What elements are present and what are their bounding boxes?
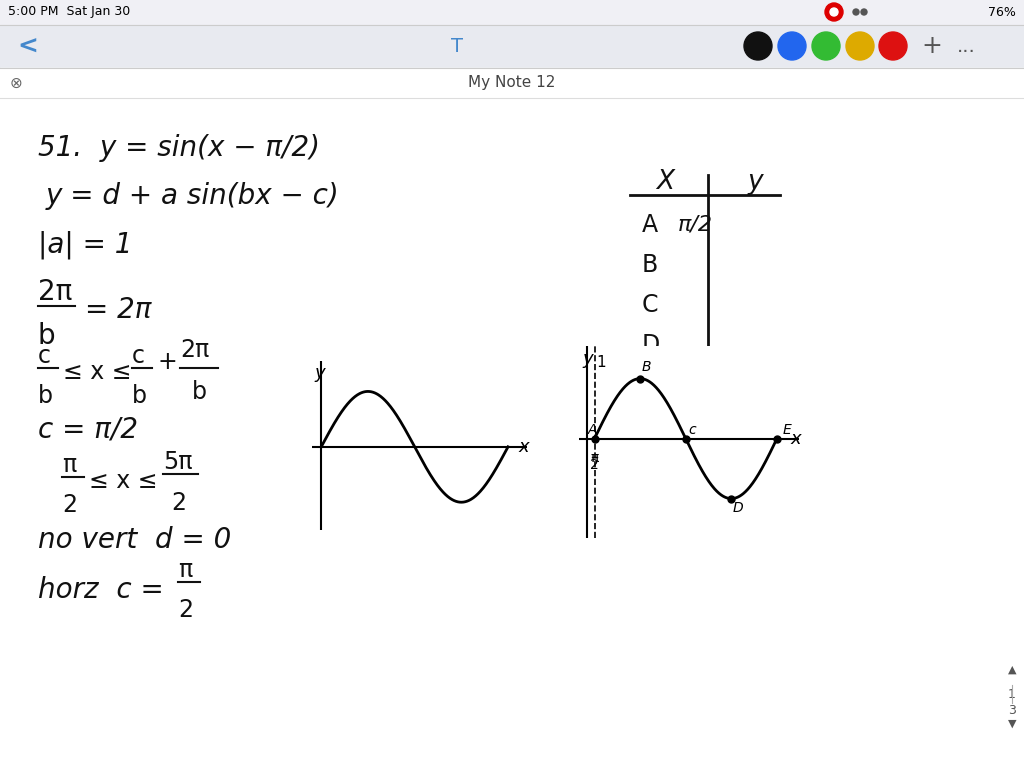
- Text: 2: 2: [590, 458, 599, 472]
- Text: b: b: [193, 380, 207, 404]
- Text: E: E: [782, 423, 791, 437]
- Text: π: π: [591, 451, 599, 465]
- Text: E: E: [642, 373, 657, 397]
- Circle shape: [812, 32, 840, 60]
- Text: 5π/2: 5π/2: [678, 375, 727, 395]
- Text: b: b: [38, 322, 55, 350]
- Text: y: y: [582, 349, 593, 368]
- Text: ≤ x ≤: ≤ x ≤: [89, 469, 158, 493]
- Text: ≤ x ≤: ≤ x ≤: [63, 360, 131, 384]
- Circle shape: [861, 9, 867, 15]
- Circle shape: [846, 32, 874, 60]
- Text: My Note 12: My Note 12: [468, 75, 556, 91]
- Text: c: c: [38, 344, 51, 368]
- Text: 2π: 2π: [180, 338, 209, 362]
- Text: 2: 2: [62, 493, 77, 517]
- Text: x: x: [790, 429, 801, 448]
- Text: 2: 2: [171, 491, 186, 515]
- Text: B: B: [642, 360, 651, 375]
- Bar: [0, 68, 1024, 98]
- Text: D: D: [733, 501, 743, 515]
- Text: x: x: [518, 438, 529, 456]
- Text: X: X: [656, 169, 674, 195]
- Text: 2: 2: [178, 598, 193, 622]
- Text: ▲: ▲: [1008, 665, 1016, 675]
- Circle shape: [879, 32, 907, 60]
- Circle shape: [825, 3, 843, 21]
- Text: y: y: [314, 363, 325, 382]
- Text: = 2π: = 2π: [85, 296, 152, 324]
- Text: no vert  d = 0: no vert d = 0: [38, 526, 231, 554]
- Text: π/2: π/2: [678, 215, 713, 235]
- Text: 5π: 5π: [163, 450, 193, 474]
- Circle shape: [778, 32, 806, 60]
- Text: 76%: 76%: [988, 5, 1016, 18]
- Text: 2π: 2π: [38, 278, 73, 306]
- Text: C: C: [642, 293, 658, 317]
- Circle shape: [744, 32, 772, 60]
- Text: y: y: [748, 169, 763, 195]
- Text: T: T: [451, 38, 463, 57]
- Text: b: b: [132, 384, 147, 408]
- Text: B: B: [642, 253, 658, 277]
- Text: +: +: [158, 350, 178, 374]
- Text: ...: ...: [956, 37, 976, 55]
- Bar: [0, 25, 1024, 68]
- Text: +: +: [922, 34, 942, 58]
- Text: horz  c =: horz c =: [38, 576, 173, 604]
- Text: 51.  y = sin(x − π/2): 51. y = sin(x − π/2): [38, 134, 319, 162]
- Text: ⊗: ⊗: [9, 75, 23, 91]
- Text: c: c: [688, 423, 695, 437]
- Text: 5:00 PM  Sat Jan 30: 5:00 PM Sat Jan 30: [8, 5, 130, 18]
- Circle shape: [830, 8, 838, 16]
- Bar: [0, 0, 1024, 25]
- Text: 1: 1: [1008, 688, 1016, 701]
- Text: <: <: [17, 35, 39, 59]
- Text: π: π: [178, 558, 193, 582]
- Circle shape: [853, 9, 859, 15]
- Text: A: A: [588, 423, 597, 437]
- Text: A: A: [642, 213, 658, 237]
- Text: y = d + a sin(bx − c): y = d + a sin(bx − c): [46, 182, 340, 210]
- Text: 1: 1: [596, 355, 605, 369]
- Text: D: D: [642, 333, 660, 357]
- Text: b: b: [38, 384, 53, 408]
- Text: c = π/2: c = π/2: [38, 416, 138, 444]
- Text: |a| = 1: |a| = 1: [38, 230, 132, 260]
- Text: 3: 3: [1008, 703, 1016, 717]
- Text: ▼: ▼: [1008, 719, 1016, 729]
- Text: π: π: [62, 453, 76, 477]
- Text: c: c: [132, 344, 145, 368]
